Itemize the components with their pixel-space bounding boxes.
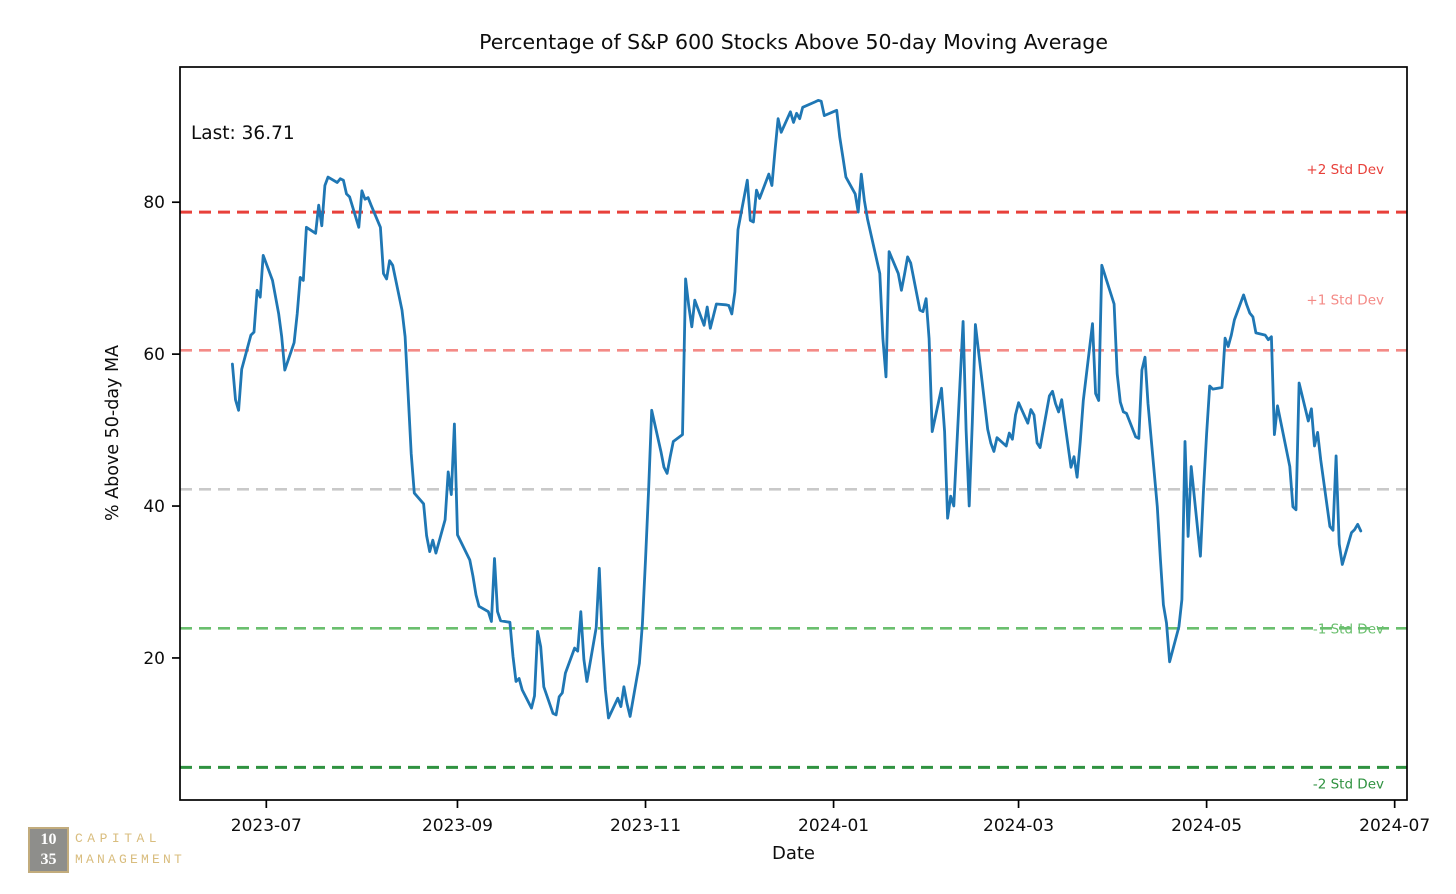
ref-label--2-std-dev: -2 Std Dev [1313,776,1384,792]
ref-label--2-std-dev: +2 Std Dev [1306,162,1384,178]
y-tick-label: 80 [143,193,165,213]
logo-capital-text: CAPITAL [75,831,162,846]
y-tick-label: 20 [143,649,165,669]
logo-number-box: 10 35 [28,827,69,873]
logo-number-top: 10 [40,831,57,848]
ref-label--1-std-dev: +1 Std Dev [1306,292,1384,308]
x-tick-label: 2024-07 [1359,816,1430,836]
logo-number-bottom: 35 [40,851,57,868]
ref-label--1-std-dev: -1 Std Dev [1313,621,1384,637]
logo-wordmark: CAPITAL MANAGEMENT [75,831,185,867]
last-value-annotation: Last: 36.71 [191,123,295,144]
x-tick-label: 2023-09 [422,816,493,836]
axes-box [179,66,1408,801]
x-tick-label: 2023-07 [231,816,302,836]
x-tick-label: 2024-03 [983,816,1054,836]
y-tick-label: 60 [143,345,165,365]
series-line [230,99,1363,720]
x-tick-label: 2024-05 [1171,816,1242,836]
logo-management-text: MANAGEMENT [75,852,186,867]
y-tick-label: 40 [143,497,165,517]
x-tick-label: 2024-01 [798,816,869,836]
x-axis-label: Date [771,843,816,864]
x-tick-label: 2023-11 [610,816,681,836]
y-axis-label: % Above 50-day MA [103,344,123,522]
chart-title: Percentage of S&P 600 Stocks Above 50-da… [479,30,1108,54]
